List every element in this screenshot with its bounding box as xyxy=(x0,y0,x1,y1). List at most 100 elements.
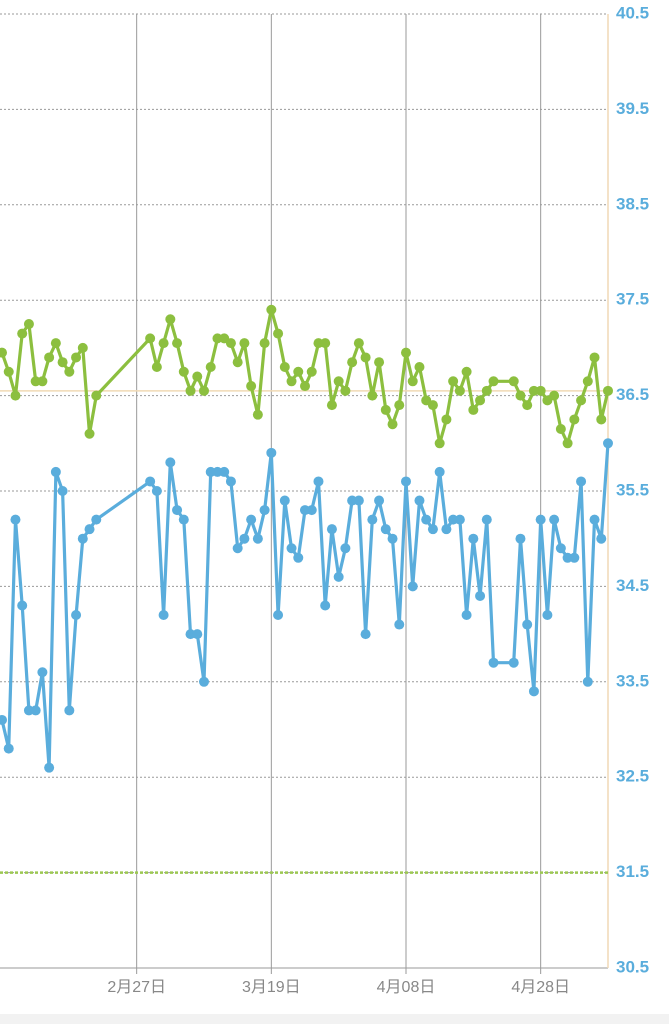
data-point xyxy=(434,438,445,449)
data-point xyxy=(10,514,21,525)
data-point xyxy=(367,390,378,401)
data-point xyxy=(17,328,28,339)
data-point xyxy=(84,428,95,439)
data-point xyxy=(37,376,48,387)
series-line xyxy=(0,443,610,770)
y-tick-label: 38.5 xyxy=(616,194,649,213)
data-point xyxy=(353,338,364,349)
data-point xyxy=(340,385,351,396)
data-point xyxy=(320,338,331,349)
data-point xyxy=(286,543,297,554)
data-point xyxy=(300,381,310,392)
data-point xyxy=(3,743,14,754)
data-point xyxy=(407,581,418,592)
data-point xyxy=(596,533,607,544)
data-point xyxy=(77,342,88,353)
data-point xyxy=(77,533,88,544)
data-point xyxy=(37,667,48,678)
data-point xyxy=(488,657,499,668)
data-point xyxy=(84,524,95,535)
data-point xyxy=(57,357,68,368)
data-point xyxy=(232,543,243,554)
data-point xyxy=(374,357,385,368)
data-point xyxy=(91,390,102,401)
data-point xyxy=(522,400,533,411)
data-point xyxy=(266,447,277,458)
data-point xyxy=(293,366,304,377)
data-point xyxy=(44,352,55,363)
data-point xyxy=(562,438,573,449)
data-point xyxy=(535,514,546,525)
data-point xyxy=(192,371,203,382)
data-point xyxy=(427,400,438,411)
data-point xyxy=(259,338,270,349)
data-point xyxy=(555,543,566,554)
data-point xyxy=(508,657,519,668)
data-point xyxy=(50,466,61,477)
data-point xyxy=(401,347,411,358)
data-point xyxy=(468,404,479,415)
data-point xyxy=(421,514,432,525)
data-point xyxy=(454,385,465,396)
data-point xyxy=(603,438,613,449)
bottom-bar xyxy=(0,1014,669,1024)
data-point xyxy=(145,333,156,344)
x-tick-label: 2月27日 xyxy=(107,979,166,996)
data-point xyxy=(172,338,183,349)
data-point xyxy=(279,361,290,372)
data-point xyxy=(387,533,398,544)
x-tick-label: 3月19日 xyxy=(242,979,301,996)
data-point xyxy=(481,514,492,525)
data-point xyxy=(279,495,290,506)
data-point xyxy=(475,590,486,601)
data-point xyxy=(360,352,371,363)
data-point xyxy=(569,414,580,425)
data-point xyxy=(205,361,216,372)
data-point xyxy=(387,419,398,430)
data-point xyxy=(461,610,472,621)
data-point xyxy=(582,376,593,387)
data-point xyxy=(71,610,82,621)
data-point xyxy=(165,314,176,325)
data-point xyxy=(64,705,75,716)
y-tick-label: 39.5 xyxy=(616,99,649,118)
data-point xyxy=(481,385,492,396)
data-point xyxy=(555,423,566,434)
data-point xyxy=(394,400,405,411)
y-tick-label: 32.5 xyxy=(616,767,649,786)
data-point xyxy=(23,319,34,330)
data-point xyxy=(246,381,257,392)
y-tick-label: 33.5 xyxy=(616,671,649,690)
y-tick-label: 36.5 xyxy=(616,385,649,404)
data-point xyxy=(246,514,257,525)
data-point xyxy=(333,376,344,387)
data-point xyxy=(17,600,28,611)
data-point xyxy=(576,476,587,487)
data-point xyxy=(414,361,425,372)
data-point xyxy=(508,376,519,387)
data-point xyxy=(535,385,546,396)
data-point xyxy=(434,466,445,477)
data-point xyxy=(151,361,162,372)
data-point xyxy=(172,505,183,516)
data-point xyxy=(306,505,317,516)
data-point xyxy=(441,524,452,535)
data-point xyxy=(199,385,209,396)
data-point xyxy=(44,762,55,773)
data-point xyxy=(252,533,263,544)
y-tick-label: 34.5 xyxy=(616,576,649,595)
data-point xyxy=(603,385,613,396)
y-tick-label: 35.5 xyxy=(616,480,649,499)
data-point xyxy=(91,514,102,525)
data-point xyxy=(347,357,358,368)
y-tick-label: 31.5 xyxy=(616,862,649,881)
data-point xyxy=(528,686,539,697)
data-point xyxy=(178,514,189,525)
data-point xyxy=(273,610,284,621)
data-point xyxy=(475,395,486,406)
data-point xyxy=(71,352,82,363)
data-point xyxy=(326,400,337,411)
data-point xyxy=(10,390,21,401)
data-point xyxy=(427,524,438,535)
